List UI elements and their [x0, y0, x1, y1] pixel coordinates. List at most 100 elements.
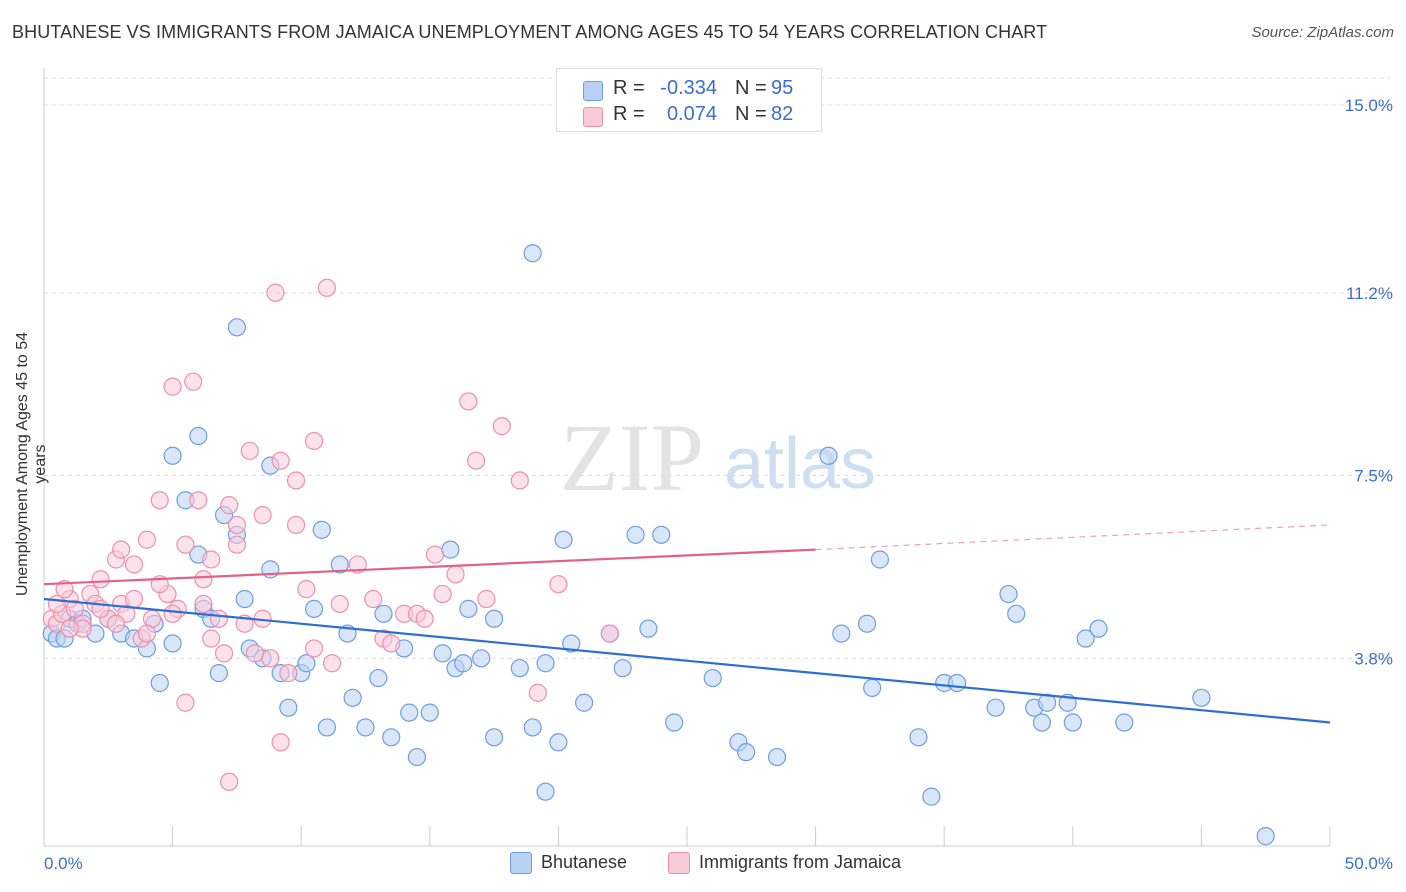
jamaica-point — [304, 431, 324, 451]
watermark-zip: ZIP — [560, 404, 704, 511]
bhutanese-point — [863, 678, 882, 698]
jamaica-point — [189, 491, 208, 510]
jamaica-point — [382, 634, 401, 653]
jamaica-point — [348, 555, 367, 574]
bhutanese-point — [400, 703, 419, 722]
y-tick-label: 11.2% — [1346, 284, 1393, 303]
bhutanese-point — [235, 589, 254, 609]
jamaica-point — [137, 624, 156, 643]
jamaica-point — [322, 654, 342, 673]
jamaica-point — [477, 589, 496, 609]
jamaica-point — [245, 644, 265, 663]
bottom-legend-swatch-jamaica — [668, 852, 690, 874]
bhutanese-point — [523, 718, 542, 737]
bottom-legend-swatch-bhutanese — [510, 852, 532, 874]
bhutanese-point — [407, 747, 427, 767]
bhutanese-point — [832, 624, 851, 643]
bhutanese-point — [986, 698, 1005, 717]
legend-swatch-blue — [583, 81, 603, 101]
bottom-legend-jamaica: Immigrants from Jamaica — [699, 852, 902, 872]
bhutanese-point — [857, 614, 877, 633]
jamaica-point — [227, 515, 246, 535]
jamaica-point — [459, 392, 478, 411]
bhutanese-point — [1192, 688, 1211, 707]
jamaica-point — [220, 496, 239, 515]
jamaica-point — [510, 471, 529, 490]
bhutanese-point — [189, 426, 208, 446]
jamaica-point — [317, 278, 337, 297]
bhutanese-point — [420, 703, 439, 722]
jamaica-point — [124, 555, 144, 574]
bhutanese-point — [1007, 604, 1026, 623]
bhutanese-point — [549, 733, 568, 752]
jamaica-point — [279, 664, 298, 683]
bhutanese-point — [343, 688, 362, 707]
jamaica-point — [202, 629, 221, 648]
jamaica-point — [446, 565, 465, 584]
bhutanese-point — [510, 659, 529, 678]
jamaica-point — [240, 441, 259, 460]
bhutanese-point — [536, 782, 555, 801]
bhutanese-point — [523, 244, 542, 263]
bhutanese-point — [1032, 713, 1052, 732]
y-tick-label: 3.8% — [1354, 649, 1393, 668]
jamaica-point — [65, 599, 84, 618]
bhutanese-point — [870, 550, 890, 569]
jamaica-point — [286, 515, 306, 535]
jamaica-point — [549, 575, 568, 594]
bhutanese-point — [369, 668, 388, 688]
bhutanese-point — [163, 634, 182, 653]
jamaica-trend-line — [43, 548, 816, 586]
legend-r-label: R = — [613, 77, 645, 99]
bhutanese-point — [163, 446, 182, 465]
bhutanese-point — [356, 718, 375, 737]
bhutanese-point — [819, 446, 838, 465]
jamaica-point — [425, 545, 445, 564]
watermark-atlas: atlas — [724, 424, 876, 504]
legend-row-bhutanese: R = -0.334 N = 95 — [557, 77, 821, 105]
jamaica-point — [209, 609, 228, 628]
jamaica-point — [266, 283, 285, 302]
jamaica-point — [137, 530, 156, 549]
jamaica-point — [55, 580, 74, 599]
legend-n-label: N = — [735, 103, 767, 125]
bhutanese-point — [1076, 629, 1095, 648]
bhutanese-point — [626, 525, 645, 544]
bhutanese-point — [909, 728, 928, 747]
jamaica-point — [227, 535, 246, 554]
jamaica-point — [297, 580, 316, 599]
bhutanese-point — [703, 668, 722, 688]
bhutanese-point — [209, 664, 228, 683]
bhutanese-point — [330, 555, 349, 574]
bhutanese-point — [922, 787, 941, 806]
bhutanese-point — [433, 644, 452, 663]
y-tick-label: 15.0% — [1345, 96, 1393, 115]
legend-r-value: 0.074 — [666, 103, 717, 125]
bhutanese-point — [536, 654, 555, 673]
jamaica-point — [253, 505, 272, 525]
jamaica-point — [304, 639, 324, 658]
jamaica-point — [47, 594, 66, 614]
bhutanese-point — [554, 530, 573, 549]
jamaica-point — [433, 584, 452, 604]
bhutanese-point — [304, 599, 324, 618]
jamaica-point — [492, 417, 511, 436]
legend-swatch-pink — [583, 107, 603, 127]
jamaica-point — [330, 594, 349, 614]
bottom-legend-bhutanese: Bhutanese — [541, 852, 628, 872]
legend-r-value: -0.334 — [660, 77, 717, 99]
jamaica-point — [220, 772, 239, 791]
chart-title: BHUTANESE VS IMMIGRANTS FROM JAMAICA UNE… — [12, 22, 1048, 42]
y-axis-label: Unemployment Among Ages 45 to 54 years — [14, 331, 49, 597]
jamaica-point — [60, 619, 79, 638]
y-tick-label: 7.5% — [1354, 467, 1393, 486]
bhutanese-point — [382, 728, 401, 747]
bhutanese-point — [1115, 713, 1134, 732]
jamaica-point — [91, 570, 110, 589]
x-tick-label: 50.0% — [1345, 854, 1393, 873]
bhutanese-point — [485, 609, 504, 628]
bhutanese-point — [947, 673, 967, 693]
jamaica-point — [364, 589, 383, 609]
jamaica-point — [528, 683, 547, 702]
